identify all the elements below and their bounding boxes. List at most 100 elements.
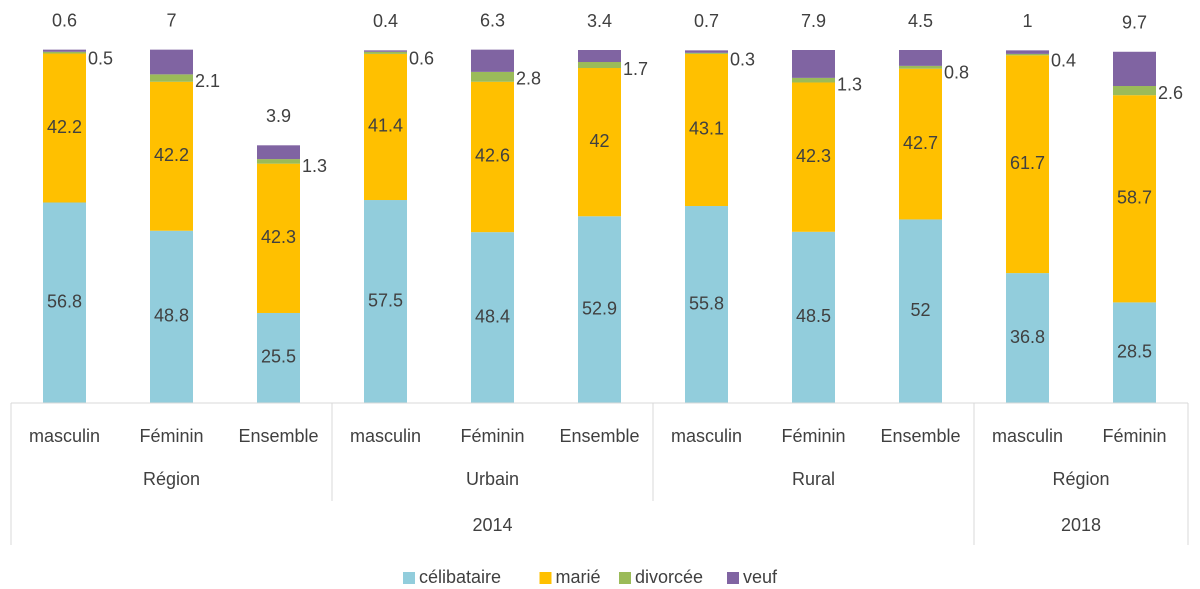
bar-segment xyxy=(685,52,728,54)
data-label: 0.4 xyxy=(1051,51,1076,71)
bar-segment xyxy=(899,68,942,220)
bar-segment xyxy=(792,82,835,232)
data-label: 48.4 xyxy=(475,306,510,326)
bar-segment xyxy=(257,145,300,160)
data-label: 7.9 xyxy=(801,11,826,31)
bar-segment xyxy=(364,50,407,52)
bar-segment xyxy=(43,49,86,52)
bar-segment xyxy=(1006,273,1049,403)
bar-segment xyxy=(685,53,728,207)
data-label: 2.1 xyxy=(195,71,220,91)
bar-segment xyxy=(685,50,728,53)
data-label: 3.4 xyxy=(587,11,612,31)
data-label: 0.6 xyxy=(409,49,434,69)
bar-segment xyxy=(364,53,407,201)
data-label: 3.9 xyxy=(266,106,291,126)
data-label: 1.7 xyxy=(623,59,648,79)
x-tick-label: Ensemble xyxy=(880,426,960,446)
legend-swatch xyxy=(727,572,739,584)
year-label: 2018 xyxy=(1061,515,1101,535)
group-label: Rural xyxy=(792,469,835,489)
data-label: 36.8 xyxy=(1010,327,1045,347)
data-label: 42.3 xyxy=(796,146,831,166)
legend-label: célibataire xyxy=(419,567,501,587)
data-label: 55.8 xyxy=(689,293,724,313)
data-label: 42 xyxy=(589,131,609,151)
bar-segment xyxy=(792,50,835,78)
group-label: Région xyxy=(1052,469,1109,489)
x-tick-label: masculin xyxy=(671,426,742,446)
data-label: 0.7 xyxy=(694,11,719,31)
bar-segment xyxy=(578,68,621,217)
bar-segment xyxy=(792,231,835,403)
bar-segment xyxy=(150,81,193,231)
data-label: 2.8 xyxy=(516,69,541,89)
data-label: 2.6 xyxy=(1158,83,1183,103)
x-tick-label: masculin xyxy=(29,426,100,446)
x-tick-label: Ensemble xyxy=(559,426,639,446)
x-tick-label: masculin xyxy=(992,426,1063,446)
x-tick-label: Féminin xyxy=(1102,426,1166,446)
x-tick-label: Féminin xyxy=(139,426,203,446)
bar-segment xyxy=(471,232,514,403)
bar-segment xyxy=(578,50,621,63)
bar-segment xyxy=(471,49,514,72)
bar-segment xyxy=(257,312,300,403)
bar-segment xyxy=(1113,51,1156,87)
data-label: 61.7 xyxy=(1010,153,1045,173)
bar-segment xyxy=(471,71,514,82)
bar-segment xyxy=(1113,95,1156,303)
data-label: 1 xyxy=(1022,11,1032,31)
bar-segment xyxy=(43,53,86,203)
bar-segment xyxy=(150,49,193,75)
x-tick-label: masculin xyxy=(350,426,421,446)
data-label: 52.9 xyxy=(582,298,617,318)
data-label: 0.6 xyxy=(52,10,77,30)
bar-segment xyxy=(257,163,300,313)
bar-segment xyxy=(43,202,86,403)
legend-label: veuf xyxy=(743,567,778,587)
legend-swatch xyxy=(403,572,415,584)
bar-segment xyxy=(1006,53,1049,56)
data-label: 42.7 xyxy=(903,133,938,153)
bar-segment xyxy=(43,51,86,54)
data-label: 25.5 xyxy=(261,347,296,367)
year-label: 2014 xyxy=(472,515,512,535)
data-label: 0.3 xyxy=(730,50,755,70)
data-label: 7 xyxy=(166,10,176,30)
x-tick-label: Féminin xyxy=(460,426,524,446)
data-label: 43.1 xyxy=(689,119,724,139)
legend-swatch xyxy=(619,572,631,584)
legend-swatch xyxy=(539,572,552,584)
bar-segment xyxy=(1113,302,1156,403)
data-label: 56.8 xyxy=(47,291,82,311)
bar-segment xyxy=(899,50,942,66)
data-label: 6.3 xyxy=(480,10,505,30)
bar-segment xyxy=(364,51,407,54)
data-label: 41.4 xyxy=(368,116,403,136)
data-label: 52 xyxy=(910,300,930,320)
bar-segment xyxy=(899,65,942,69)
data-label: 42.3 xyxy=(261,227,296,247)
bar-segment xyxy=(792,77,835,83)
data-label: 0.8 xyxy=(944,63,969,83)
bar-segment xyxy=(899,219,942,403)
data-label: 1.3 xyxy=(302,156,327,176)
bar-segment xyxy=(364,200,407,403)
data-label: 4.5 xyxy=(908,11,933,31)
bar-segment xyxy=(1113,86,1156,96)
bar-segment xyxy=(1006,50,1049,54)
data-label: 0.4 xyxy=(373,11,398,31)
data-label: 1.3 xyxy=(837,75,862,95)
legend-label: divorcée xyxy=(635,567,703,587)
bar-segment xyxy=(471,81,514,233)
data-label: 42.2 xyxy=(47,117,82,137)
data-label: 58.7 xyxy=(1117,188,1152,208)
bar-segment xyxy=(578,216,621,403)
bar-segment xyxy=(150,230,193,403)
data-label: 42.6 xyxy=(475,146,510,166)
bar-segment xyxy=(578,62,621,69)
legend-label: marié xyxy=(556,567,601,587)
x-tick-label: Ensemble xyxy=(238,426,318,446)
